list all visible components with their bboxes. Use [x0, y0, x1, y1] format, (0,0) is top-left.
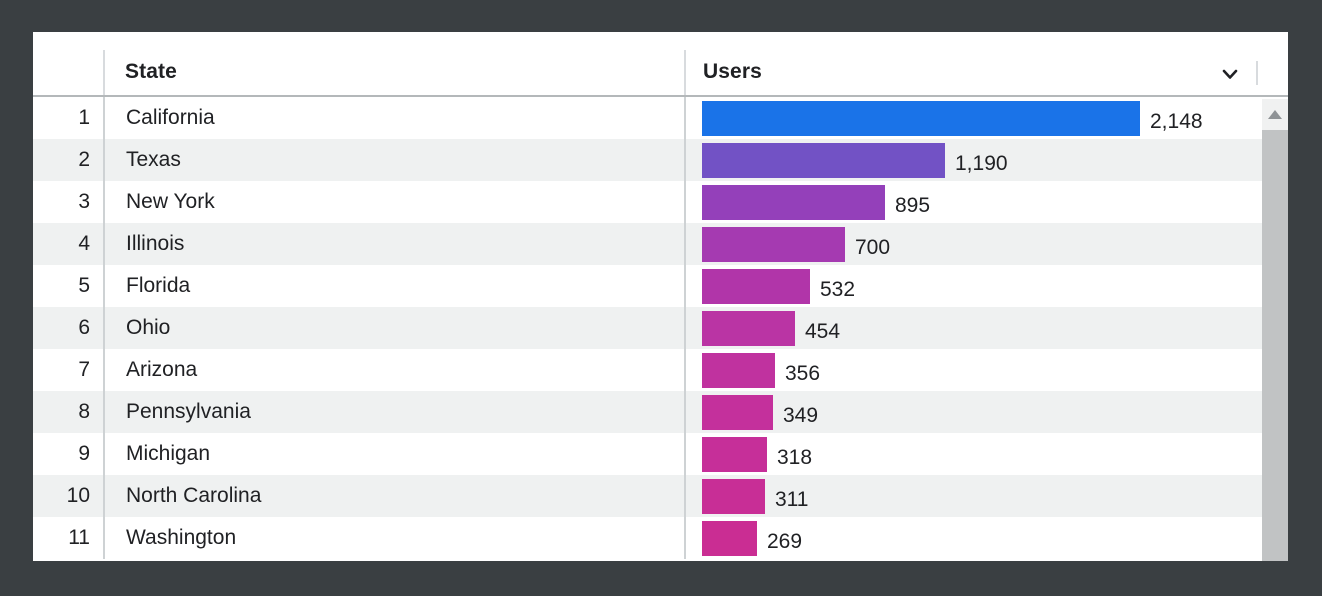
table-row[interactable]: 7 Arizona 356	[33, 349, 1288, 391]
table-row[interactable]: 5 Florida 532	[33, 265, 1288, 307]
users-bar	[702, 478, 765, 514]
table-header-row: State Users	[33, 32, 1288, 97]
header-divider	[1256, 61, 1258, 85]
users-value: 895	[895, 194, 931, 217]
row-rank: 3	[78, 190, 90, 213]
users-value: 2,148	[1150, 110, 1203, 133]
row-users-cell: 895	[684, 181, 1288, 223]
header-divider	[103, 50, 105, 95]
row-rank: 6	[78, 316, 90, 339]
table-row[interactable]: 4 Illinois 700	[33, 223, 1288, 265]
users-value: 318	[777, 446, 813, 469]
users-bar	[702, 352, 775, 388]
row-state: Illinois	[103, 223, 684, 265]
users-bar	[702, 310, 795, 346]
row-rank: 7	[78, 358, 90, 381]
users-bar	[702, 184, 885, 220]
users-value: 356	[785, 362, 821, 385]
row-state: Washington	[103, 517, 684, 559]
users-bar	[702, 394, 773, 430]
row-rank: 8	[78, 400, 90, 423]
users-bar	[702, 226, 845, 262]
row-users-cell: 700	[684, 223, 1288, 265]
row-state: Florida	[103, 265, 684, 307]
users-column-header: Users	[703, 60, 762, 83]
users-bar	[702, 100, 1140, 136]
row-users-cell: 454	[684, 307, 1288, 349]
row-rank: 2	[78, 148, 90, 171]
row-state: Ohio	[103, 307, 684, 349]
scroll-up-icon	[1268, 110, 1282, 119]
users-value: 311	[775, 488, 809, 511]
table-row[interactable]: 10 North Carolina 311	[33, 475, 1288, 517]
table-row[interactable]: 1 California 2,148	[33, 97, 1288, 139]
row-state: Texas	[103, 139, 684, 181]
scrollbar-thumb[interactable]	[1262, 130, 1288, 561]
row-state: Pennsylvania	[103, 391, 684, 433]
table-body: 1 California 2,148 2 Texas 1,190 3 New Y…	[33, 97, 1288, 559]
users-value: 269	[767, 530, 803, 553]
table-row[interactable]: 2 Texas 1,190	[33, 139, 1288, 181]
row-users-cell: 349	[684, 391, 1288, 433]
row-users-cell: 356	[684, 349, 1288, 391]
row-state: Michigan	[103, 433, 684, 475]
users-value: 1,190	[955, 152, 1008, 175]
scroll-up-button[interactable]	[1262, 99, 1288, 130]
users-value: 349	[783, 404, 819, 427]
report-table-card: State Users 1 California 2,148 2 Texas 1…	[33, 32, 1288, 561]
row-users-cell: 2,148	[684, 97, 1288, 139]
chevron-down-icon[interactable]	[1217, 61, 1243, 87]
row-users-cell: 318	[684, 433, 1288, 475]
header-cell-state[interactable]: State	[103, 60, 684, 95]
row-rank: 11	[68, 526, 90, 549]
users-value: 700	[855, 236, 891, 259]
header-cell-users[interactable]: Users	[684, 60, 1288, 95]
table-row[interactable]: 6 Ohio 454	[33, 307, 1288, 349]
row-rank: 10	[66, 484, 90, 507]
row-state: Arizona	[103, 349, 684, 391]
vertical-scrollbar	[1262, 99, 1288, 561]
row-state: North Carolina	[103, 475, 684, 517]
row-users-cell: 1,190	[684, 139, 1288, 181]
row-state: California	[103, 97, 684, 139]
users-value: 454	[805, 320, 841, 343]
row-rank: 4	[78, 232, 90, 255]
row-users-cell: 269	[684, 517, 1288, 559]
state-column-header: State	[125, 60, 177, 83]
header-cell-index	[33, 84, 103, 95]
row-users-cell: 311	[684, 475, 1288, 517]
row-state: New York	[103, 181, 684, 223]
users-bar	[702, 436, 767, 472]
row-users-cell: 532	[684, 265, 1288, 307]
header-divider	[684, 50, 686, 95]
users-value: 532	[820, 278, 856, 301]
table-row[interactable]: 8 Pennsylvania 349	[33, 391, 1288, 433]
users-bar	[702, 520, 757, 556]
row-rank: 5	[78, 274, 90, 297]
row-rank: 1	[78, 106, 90, 129]
users-bar	[702, 142, 945, 178]
table-row[interactable]: 3 New York 895	[33, 181, 1288, 223]
table-row[interactable]: 9 Michigan 318	[33, 433, 1288, 475]
row-rank: 9	[78, 442, 90, 465]
table-row[interactable]: 11 Washington 269	[33, 517, 1288, 559]
users-bar	[702, 268, 810, 304]
